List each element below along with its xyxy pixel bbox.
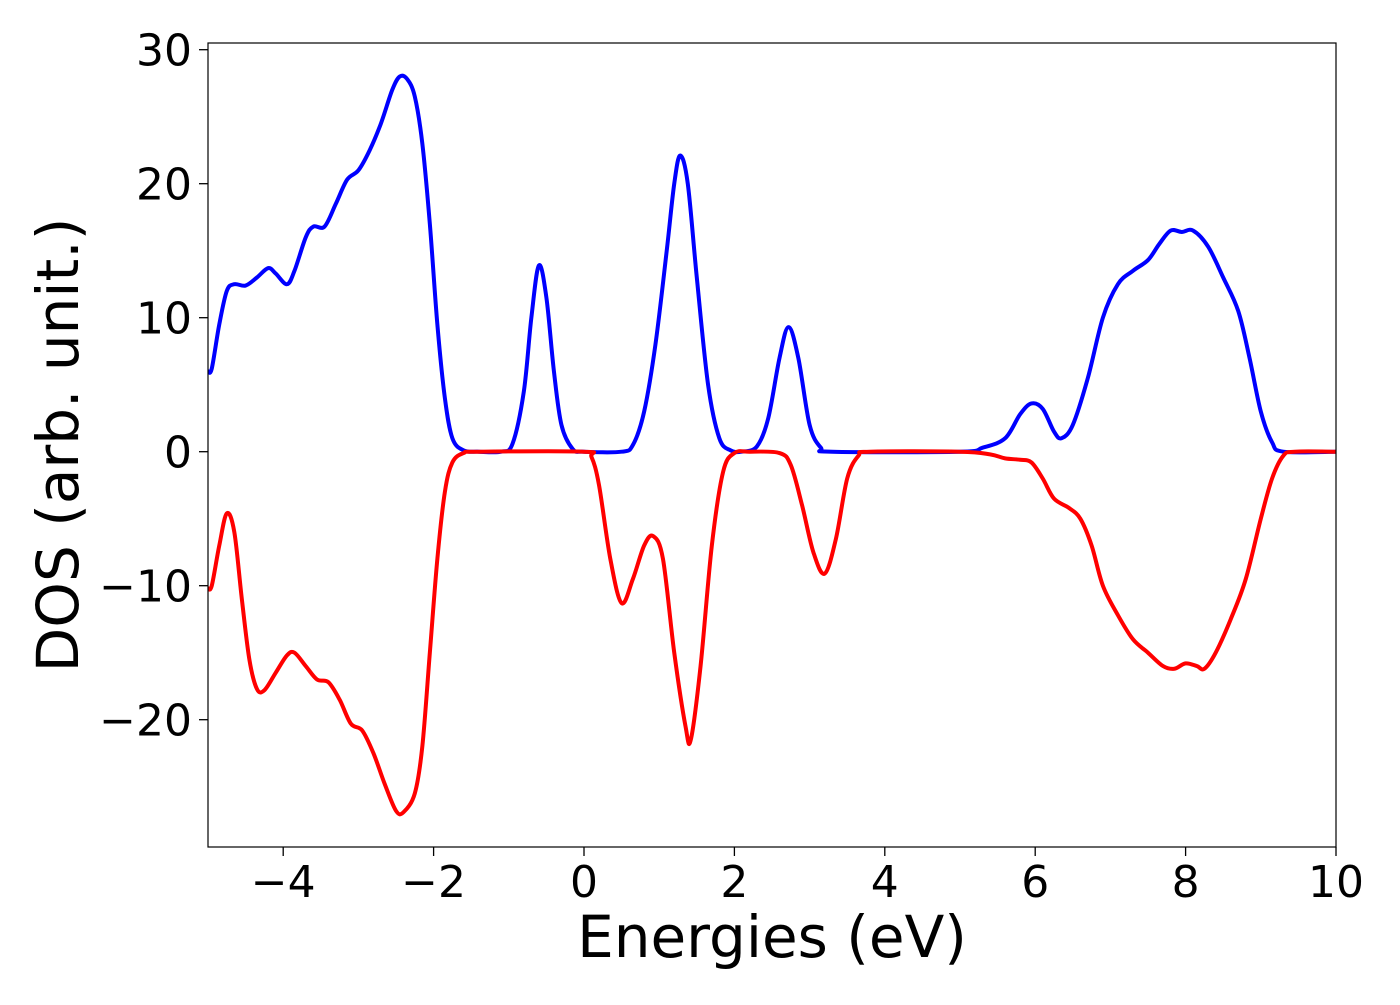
x-tick-label: −4: [251, 857, 316, 908]
dos-down-series-line: [208, 449, 1336, 817]
plot-frame: [207, 42, 1337, 848]
y-axis-ticks: −20 −10 0 10 20 30: [99, 26, 208, 747]
x-tick-label: −2: [401, 857, 466, 908]
y-axis-label: DOS (arb. unit.): [24, 218, 92, 673]
x-tick-label: 8: [1172, 857, 1200, 908]
x-tick-label: 10: [1308, 857, 1364, 908]
x-tick-label: 2: [720, 857, 748, 908]
y-tick-label: 30: [136, 26, 192, 77]
plot-area: [208, 73, 1336, 817]
y-tick-label: 20: [136, 160, 192, 211]
y-tick-label: 0: [164, 428, 192, 479]
y-tick-label: 10: [136, 294, 192, 345]
y-tick-label: −10: [99, 562, 192, 613]
x-tick-label: 6: [1021, 857, 1049, 908]
x-tick-label: 4: [871, 857, 899, 908]
x-tick-label: 0: [570, 857, 598, 908]
x-axis-ticks: −4 −2 0 2 4 6 8 10: [251, 847, 1364, 908]
dos-up-series-line: [208, 73, 1336, 455]
y-tick-label: −20: [99, 696, 192, 747]
x-axis-label: Energies (eV): [577, 903, 967, 971]
